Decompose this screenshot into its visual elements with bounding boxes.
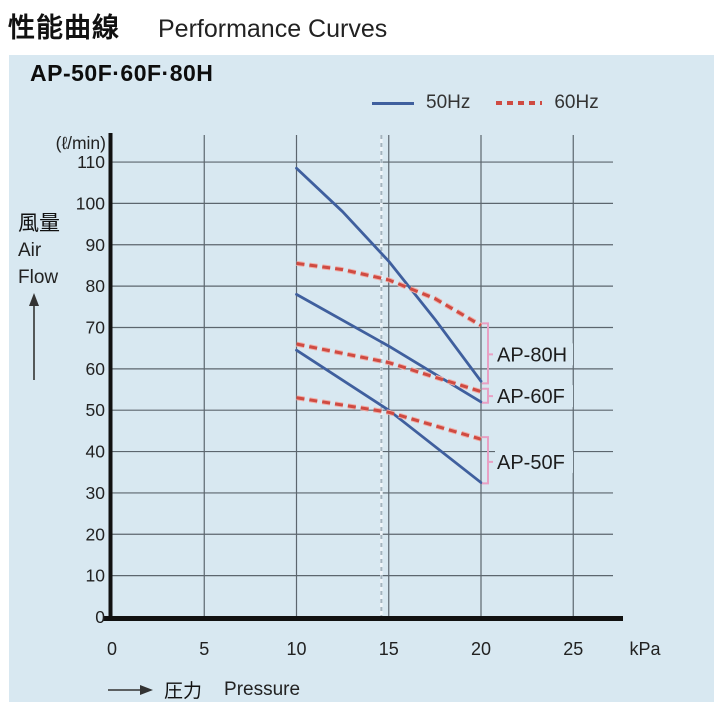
legend-item-60hz: 60Hz: [496, 92, 599, 114]
y-tick-label-100: 100: [76, 193, 105, 213]
y-axis-title: 風量 Air Flow: [18, 212, 60, 289]
page-title-english: Performance Curves: [158, 15, 388, 43]
bracket-AP-60F: [482, 387, 493, 404]
chart-panel: [9, 55, 714, 702]
y-axis-unit-label: (ℓ/min): [56, 133, 106, 153]
x-axis: [103, 616, 623, 621]
up-arrow-icon: [29, 293, 39, 380]
dashed-line-swatch: [496, 101, 543, 105]
bracket-AP-80H: [482, 322, 493, 385]
y-tick-label-20: 20: [86, 524, 106, 544]
page-title: 性能曲線 Performance Curves: [8, 6, 387, 45]
curve-AP-80H-50Hz: [295, 166, 483, 383]
right-arrow-icon: [108, 684, 153, 695]
y-tick-label-50: 50: [86, 400, 106, 420]
bracket-AP-50F: [482, 436, 493, 485]
y-axis-title-english-line1: Air: [18, 240, 42, 262]
y-tick-label-0: 0: [95, 607, 105, 627]
legend-item-50hz: 50Hz: [372, 92, 470, 114]
curve-AP-80H-60Hz: [296, 261, 482, 327]
y-tick-label-80: 80: [86, 276, 106, 296]
model-label-AP-60F: AP-60F: [497, 386, 565, 408]
model-label-AP-50F: AP-50F: [497, 452, 565, 474]
x-axis-title-english: Pressure: [224, 678, 301, 700]
x-axis-unit-label: kPa: [629, 639, 661, 659]
label-backing-AP-80H: [495, 343, 573, 366]
x-axis-title: 圧力 Pressure: [108, 676, 300, 703]
y-tick-label-60: 60: [86, 359, 106, 379]
model-names-header: AP-50F·60F·80H: [30, 60, 214, 86]
curve-AP-60F-60Hz: [296, 342, 482, 394]
x-tick-label-0: 0: [107, 639, 117, 659]
x-tick-label-15: 15: [379, 639, 399, 659]
chart-legend: 50Hz 60Hz: [372, 92, 599, 114]
y-axis: [108, 133, 113, 620]
x-tick-label-25: 25: [563, 639, 583, 659]
y-tick-label-40: 40: [86, 442, 106, 462]
model-label-AP-80H: AP-80H: [497, 344, 567, 366]
y-tick-label-30: 30: [86, 483, 106, 503]
label-backing-AP-60F: [495, 385, 573, 408]
y-tick-label-110: 110: [77, 152, 105, 172]
legend-label-50hz: 50Hz: [426, 92, 471, 113]
curve-AP-50F-60Hz: [296, 396, 482, 441]
x-tick-label-5: 5: [199, 639, 209, 659]
y-tick-label-70: 70: [86, 317, 106, 337]
label-backing-AP-50F: [495, 450, 573, 473]
y-tick-label-10: 10: [86, 566, 106, 586]
legend-label-60hz: 60Hz: [554, 92, 599, 113]
y-axis-title-english-line2: Flow: [18, 266, 59, 288]
x-tick-label-20: 20: [471, 639, 491, 659]
y-axis-title-japanese: 風量: [18, 212, 60, 235]
x-tick-label-10: 10: [286, 639, 306, 659]
x-axis-title-japanese: 圧力: [164, 681, 203, 702]
solid-line-swatch: [372, 101, 414, 105]
page-title-japanese: 性能曲線: [8, 13, 120, 43]
y-tick-label-90: 90: [86, 235, 106, 255]
